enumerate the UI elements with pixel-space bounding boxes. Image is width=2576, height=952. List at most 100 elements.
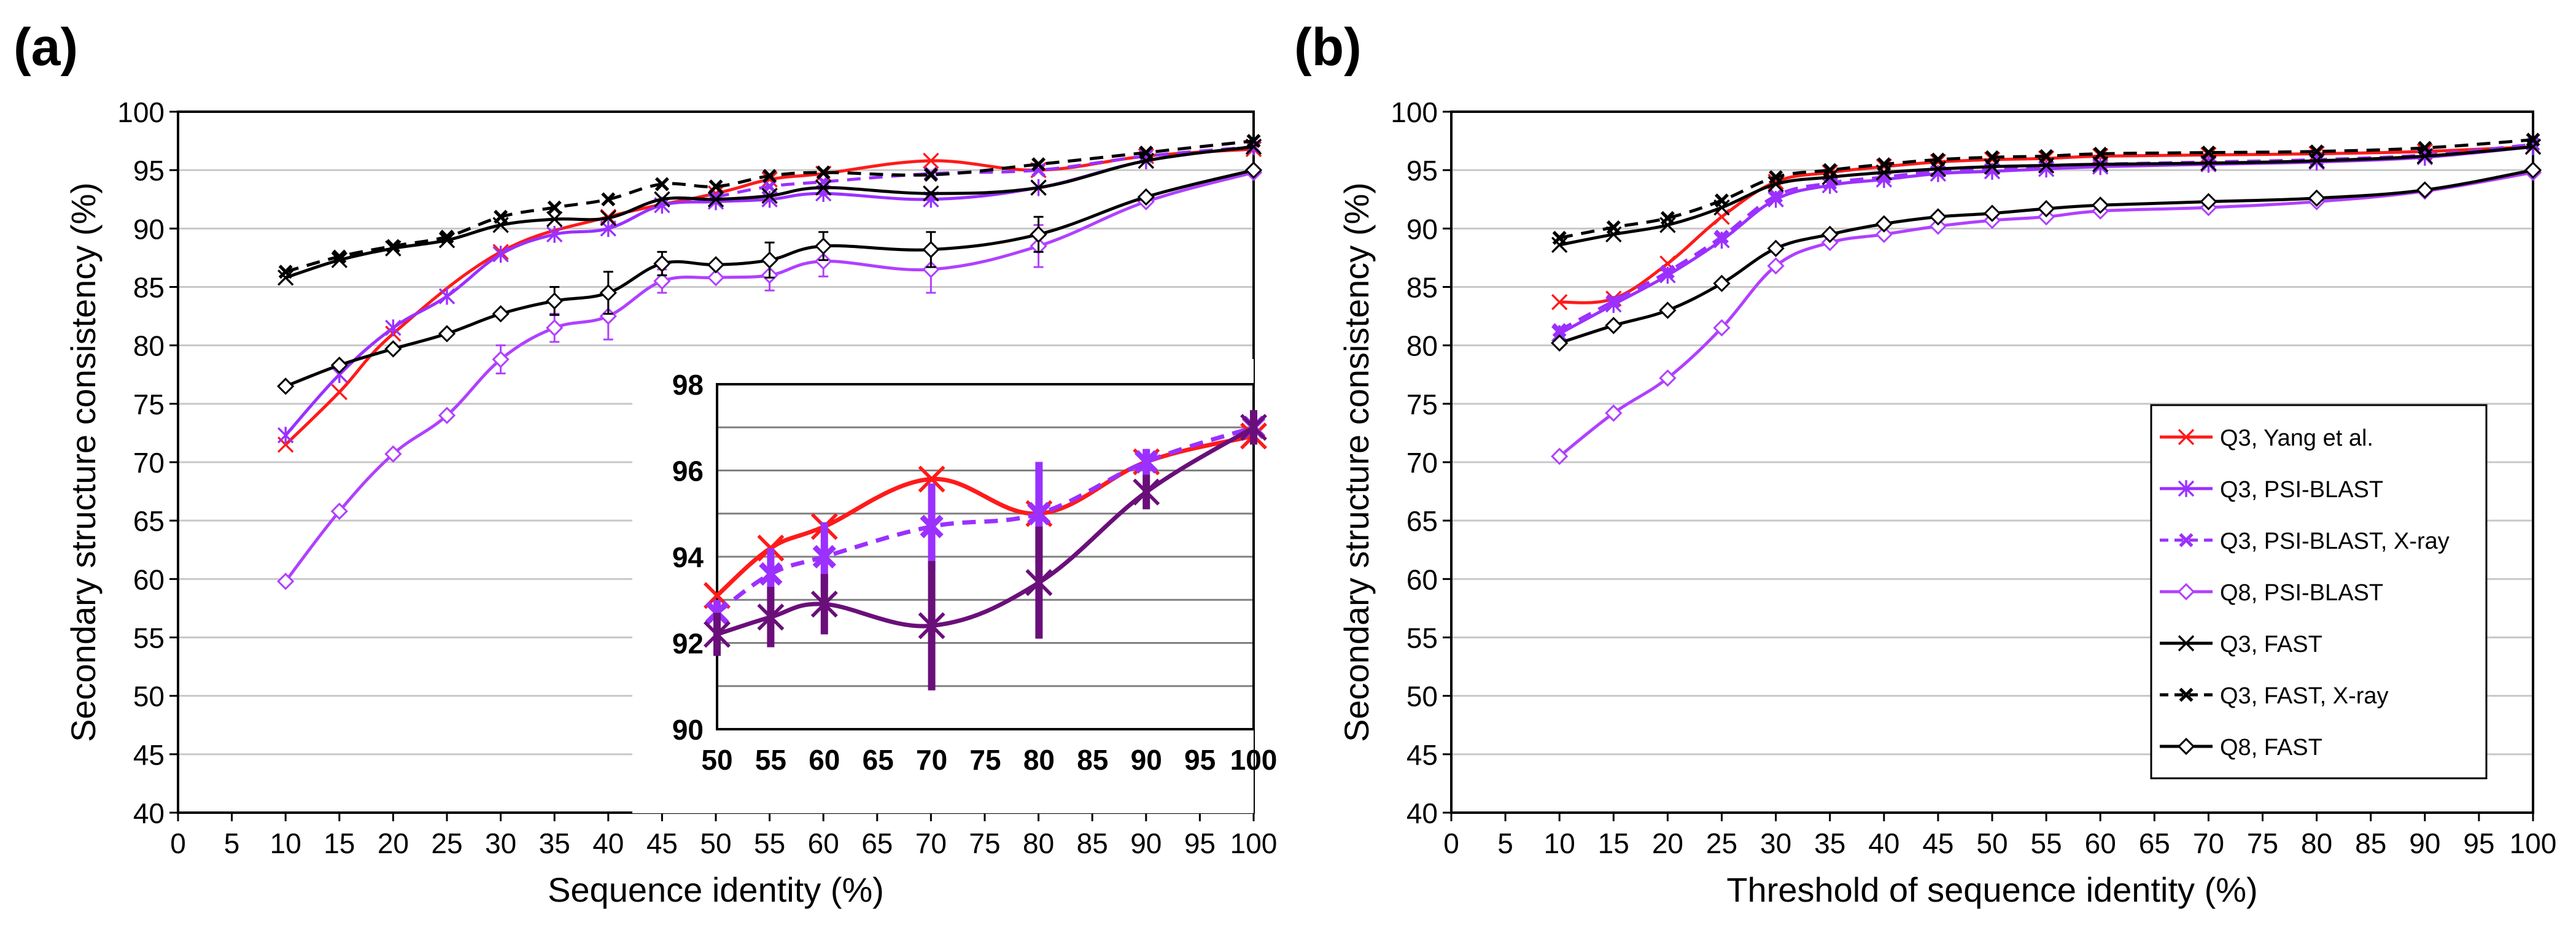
xtick-label-b-0: 0	[1443, 827, 1459, 859]
x-axis-label-a: Sequence identity (%)	[548, 870, 884, 909]
point-b-5-13	[2418, 141, 2432, 155]
point-a-4-9	[761, 187, 778, 204]
point-inset-2-1	[757, 603, 785, 632]
point-b-3-6	[1875, 225, 1893, 243]
point-b-4-4	[1767, 176, 1784, 193]
inset-xtick-label-85: 85	[1077, 744, 1108, 776]
point-b-6-1	[1605, 317, 1623, 335]
point-a-6-1	[330, 356, 348, 374]
point-b-5-8	[1985, 150, 2000, 164]
point-inset-1-2	[812, 544, 836, 569]
point-a-3-2	[384, 445, 402, 463]
point-b-5-2	[1660, 211, 1675, 225]
point-b-1-5	[1821, 177, 1838, 194]
ytick-label-a-95: 95	[133, 155, 165, 187]
xtick-label-a-35: 35	[539, 827, 570, 859]
point-a-4-11	[923, 185, 939, 202]
point-a-5-6	[601, 192, 616, 207]
xtick-label-b-75: 75	[2247, 827, 2278, 859]
point-inset-1-5	[1135, 450, 1158, 474]
point-b-3-2	[1659, 369, 1677, 387]
ytick-label-a-65: 65	[133, 505, 165, 537]
point-a-3-0	[277, 573, 295, 590]
y-axis-label-a: Secondary structure consistency (%)	[64, 182, 103, 742]
point-a-6-4	[492, 305, 510, 323]
point-b-2-1	[1606, 293, 1621, 308]
point-a-5-12	[1031, 157, 1046, 172]
xtick-label-a-65: 65	[861, 827, 893, 859]
panel-label-a: (a)	[14, 18, 79, 77]
xtick-label-a-100: 100	[1230, 827, 1278, 859]
point-a-6-0	[277, 377, 295, 395]
inset-xtick-label-60: 60	[809, 744, 840, 776]
point-b-5-7	[1931, 152, 1946, 167]
point-b-2-3	[1714, 230, 1729, 244]
legend-marker-1	[2178, 480, 2195, 497]
point-a-1-0	[277, 427, 294, 444]
inset-xtick-label-70: 70	[916, 744, 947, 776]
xtick-label-b-10: 10	[1544, 827, 1575, 859]
xtick-label-a-15: 15	[324, 827, 355, 859]
ytick-label-b-55: 55	[1406, 622, 1438, 654]
ytick-label-b-45: 45	[1406, 739, 1438, 771]
xtick-label-a-10: 10	[270, 827, 301, 859]
legend-entry-3: Q8, PSI-BLAST	[2160, 580, 2383, 606]
point-b-4-14	[2524, 138, 2542, 155]
ytick-label-a-45: 45	[133, 739, 165, 771]
xtick-label-a-30: 30	[485, 827, 516, 859]
point-b-2-2	[1660, 265, 1675, 279]
point-a-6-2	[384, 340, 402, 358]
point-a-4-8	[707, 191, 724, 207]
point-b-5-14	[2526, 133, 2540, 147]
ytick-label-b-80: 80	[1406, 330, 1438, 362]
inset-ytick-label-94: 94	[672, 541, 704, 573]
point-b-3-0	[1551, 447, 1569, 465]
point-b-4-5	[1821, 169, 1838, 185]
inset-ytick-label-90: 90	[672, 714, 704, 746]
ytick-label-a-40: 40	[133, 797, 165, 829]
xtick-label-b-20: 20	[1652, 827, 1683, 859]
xtick-label-b-55: 55	[2031, 827, 2062, 859]
ytick-label-a-80: 80	[133, 330, 165, 362]
point-b-5-10	[2093, 147, 2108, 161]
point-a-5-0	[278, 265, 293, 279]
ytick-label-b-85: 85	[1406, 272, 1438, 304]
xtick-label-a-60: 60	[808, 827, 839, 859]
inset-xtick-label-55: 55	[755, 744, 786, 776]
point-b-1-10	[2092, 158, 2109, 176]
point-a-6-3	[438, 325, 456, 342]
point-a-3-1	[330, 502, 348, 521]
point-b-6-2	[1659, 301, 1677, 319]
point-b-6-5	[1821, 225, 1839, 243]
xtick-label-a-20: 20	[378, 827, 409, 859]
xtick-label-b-100: 100	[2510, 827, 2557, 859]
point-a-4-10	[815, 179, 832, 196]
inset-xtick-label-95: 95	[1184, 744, 1216, 776]
point-b-6-7	[1929, 208, 1947, 226]
xtick-label-b-90: 90	[2409, 827, 2440, 859]
point-inset-1-3	[920, 514, 944, 538]
point-inset-0-3	[918, 465, 945, 493]
point-a-5-13	[1139, 145, 1154, 160]
ytick-label-b-50: 50	[1406, 681, 1438, 713]
point-b-6-10	[2092, 196, 2109, 214]
xtick-label-a-55: 55	[754, 827, 785, 859]
xtick-label-b-30: 30	[1760, 827, 1791, 859]
plot-frame-b	[1450, 110, 2534, 814]
legend-b: Q3, Yang et al. Q3, PSI-BLAST Q3, PSI-BLAS…	[2150, 404, 2488, 780]
legend-marker-2	[2179, 533, 2194, 548]
inset-xtick-label-50: 50	[701, 744, 732, 776]
ytick-label-b-40: 40	[1406, 797, 1438, 829]
legend-label-3: Q8, PSI-BLAST	[2220, 580, 2383, 606]
point-inset-2-6	[1240, 413, 1267, 442]
point-a-5-14	[1246, 134, 1261, 149]
point-b-2-4	[1769, 188, 1783, 203]
point-a-6-6	[599, 284, 617, 302]
series-line-a-5	[285, 139, 1254, 274]
point-inset-2-3	[918, 611, 945, 640]
point-a-5-5	[547, 200, 562, 215]
point-a-3-8	[707, 269, 725, 287]
legend-entry-6: Q8, FAST	[2160, 735, 2322, 760]
point-inset-2-2	[810, 590, 838, 619]
